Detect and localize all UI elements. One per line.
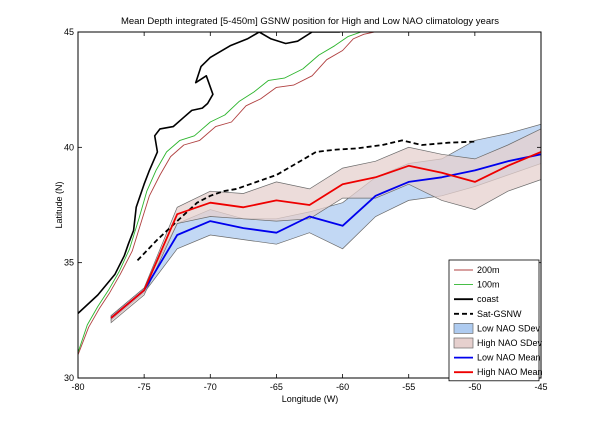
axis-ticks: -80 -75 -70 -65 -60 -55 -50 -45 30 35 40 45 xyxy=(64,27,548,392)
x-tick-label: -50 xyxy=(468,382,481,392)
legend-swatch-high-nao-sdev xyxy=(453,337,474,349)
series-line-200m xyxy=(78,32,375,356)
x-tick-label: -65 xyxy=(270,382,283,392)
series-line-high-nao-mean xyxy=(110,151,541,319)
x-axis-title: Longitude (W) xyxy=(282,394,339,404)
legend-box xyxy=(448,259,540,382)
legend-label-low-nao-mean: Low NAO Mean xyxy=(477,353,541,363)
plot-area xyxy=(78,32,541,356)
x-tick-label: -60 xyxy=(336,382,349,392)
y-axis-title: Latitude (N) xyxy=(54,181,64,228)
legend-label-100m: 100m xyxy=(477,280,500,290)
legend: 200m 100m coast Sat-GSNW Low NAO SDev High NA… xyxy=(448,259,543,382)
series-line-coast xyxy=(78,32,340,314)
legend-label-200m: 200m xyxy=(477,265,500,275)
legend-label-sat-gsnw: Sat-GSNW xyxy=(477,309,522,319)
series-line-low-nao-mean xyxy=(110,153,541,319)
y-tick-label: 40 xyxy=(64,142,74,152)
series-line-100m xyxy=(78,32,375,353)
band-high-nao-sdev xyxy=(110,128,541,324)
legend-label-high-nao-mean: High NAO Mean xyxy=(477,367,543,377)
legend-label-high-nao-sdev: High NAO SDev xyxy=(477,338,543,348)
x-tick-label: -55 xyxy=(402,382,415,392)
x-tick-label: -75 xyxy=(138,382,151,392)
series-line-sat-gsnw xyxy=(136,139,475,262)
y-tick-label: 35 xyxy=(64,258,74,268)
axes-frame xyxy=(77,31,542,379)
y-tick-label: 45 xyxy=(64,27,74,37)
legend-label-coast: coast xyxy=(477,294,499,304)
legend-label-low-nao-sdev: Low NAO SDev xyxy=(477,323,541,333)
y-tick-label: 30 xyxy=(64,373,74,383)
x-tick-label: -70 xyxy=(204,382,217,392)
x-tick-label: -45 xyxy=(534,382,547,392)
x-tick-label: -80 xyxy=(71,382,84,392)
chart-title: Mean Depth integrated [5-450m] GSNW posi… xyxy=(121,16,499,27)
legend-swatch-low-nao-sdev xyxy=(453,323,474,334)
